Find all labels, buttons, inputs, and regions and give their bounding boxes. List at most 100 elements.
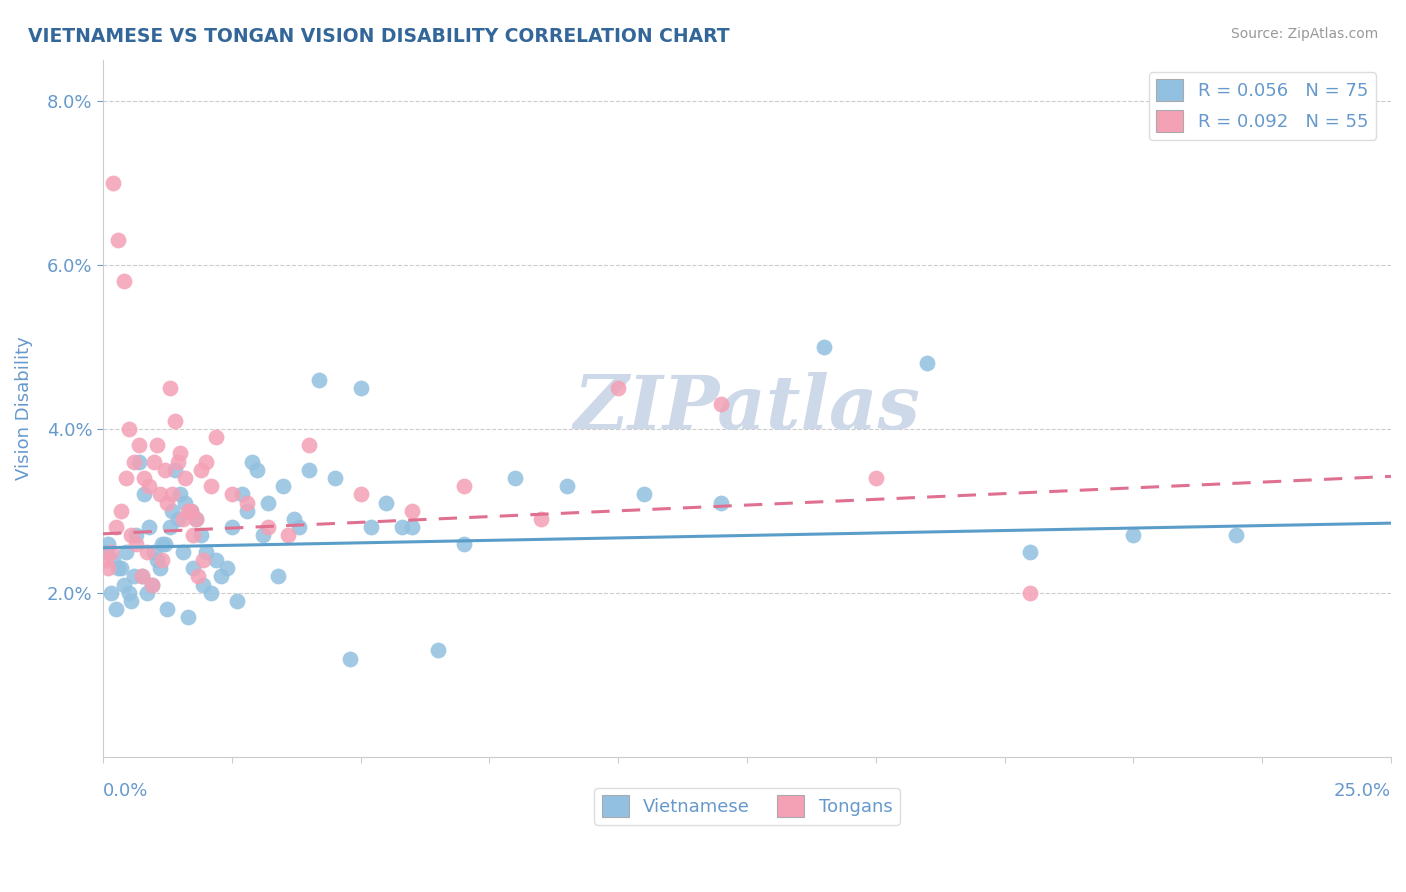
Point xyxy=(110,504,132,518)
Point xyxy=(146,438,169,452)
Point xyxy=(162,504,184,518)
Point xyxy=(115,471,138,485)
Point xyxy=(349,487,371,501)
Point xyxy=(135,545,157,559)
Point xyxy=(128,454,150,468)
Point xyxy=(236,495,259,509)
Point xyxy=(633,487,655,501)
Point xyxy=(813,340,835,354)
Point xyxy=(146,553,169,567)
Point xyxy=(134,487,156,501)
Point xyxy=(555,479,578,493)
Point xyxy=(298,463,321,477)
Point xyxy=(287,520,309,534)
Point xyxy=(103,176,125,190)
Point xyxy=(200,586,222,600)
Point xyxy=(156,495,179,509)
Point xyxy=(256,495,278,509)
Point xyxy=(120,594,142,608)
Legend: Vietnamese, Tongans: Vietnamese, Tongans xyxy=(595,789,900,824)
Point xyxy=(181,561,204,575)
Point xyxy=(283,512,305,526)
Point xyxy=(221,487,243,501)
Point xyxy=(153,463,176,477)
Point xyxy=(159,520,181,534)
Point xyxy=(138,520,160,534)
Point xyxy=(200,479,222,493)
Point xyxy=(205,553,228,567)
Point xyxy=(141,577,163,591)
Point xyxy=(104,602,127,616)
Point xyxy=(209,569,232,583)
Point xyxy=(153,536,176,550)
Point xyxy=(180,504,202,518)
Point xyxy=(94,553,117,567)
Point xyxy=(169,446,191,460)
Point xyxy=(150,536,173,550)
Point xyxy=(225,594,247,608)
Point xyxy=(240,454,263,468)
Text: 0.0%: 0.0% xyxy=(103,782,148,800)
Point xyxy=(453,536,475,550)
Point xyxy=(298,438,321,452)
Point xyxy=(375,495,398,509)
Point xyxy=(149,561,172,575)
Point xyxy=(360,520,382,534)
Point xyxy=(156,602,179,616)
Point xyxy=(453,479,475,493)
Point xyxy=(100,545,122,559)
Point xyxy=(231,487,253,501)
Point xyxy=(221,520,243,534)
Point xyxy=(143,545,166,559)
Point xyxy=(530,512,553,526)
Point xyxy=(277,528,299,542)
Point xyxy=(97,536,120,550)
Point xyxy=(256,520,278,534)
Point xyxy=(181,528,204,542)
Point xyxy=(122,454,145,468)
Point xyxy=(190,528,212,542)
Point xyxy=(710,495,733,509)
Point xyxy=(169,487,191,501)
Point xyxy=(426,643,449,657)
Point xyxy=(503,471,526,485)
Point xyxy=(141,577,163,591)
Text: ZIPatlas: ZIPatlas xyxy=(574,372,921,444)
Point xyxy=(143,454,166,468)
Point xyxy=(236,504,259,518)
Point xyxy=(194,545,217,559)
Point xyxy=(172,545,194,559)
Text: 25.0%: 25.0% xyxy=(1334,782,1391,800)
Point xyxy=(252,528,274,542)
Point xyxy=(103,553,125,567)
Point xyxy=(118,422,141,436)
Point xyxy=(94,545,117,559)
Point xyxy=(349,381,371,395)
Point xyxy=(97,561,120,575)
Point xyxy=(187,569,209,583)
Point xyxy=(149,487,172,501)
Point xyxy=(267,569,290,583)
Point xyxy=(172,512,194,526)
Point xyxy=(710,397,733,411)
Point xyxy=(917,356,939,370)
Point xyxy=(120,528,142,542)
Point xyxy=(125,536,148,550)
Point xyxy=(339,651,361,665)
Point xyxy=(215,561,238,575)
Point xyxy=(100,586,122,600)
Point xyxy=(184,512,207,526)
Point xyxy=(391,520,413,534)
Point xyxy=(131,569,153,583)
Text: Source: ZipAtlas.com: Source: ZipAtlas.com xyxy=(1230,27,1378,41)
Point xyxy=(128,438,150,452)
Point xyxy=(115,545,138,559)
Point xyxy=(193,553,215,567)
Point xyxy=(162,487,184,501)
Point xyxy=(1122,528,1144,542)
Point xyxy=(166,454,188,468)
Point xyxy=(107,233,129,247)
Point xyxy=(323,471,346,485)
Point xyxy=(112,577,135,591)
Point xyxy=(177,610,200,624)
